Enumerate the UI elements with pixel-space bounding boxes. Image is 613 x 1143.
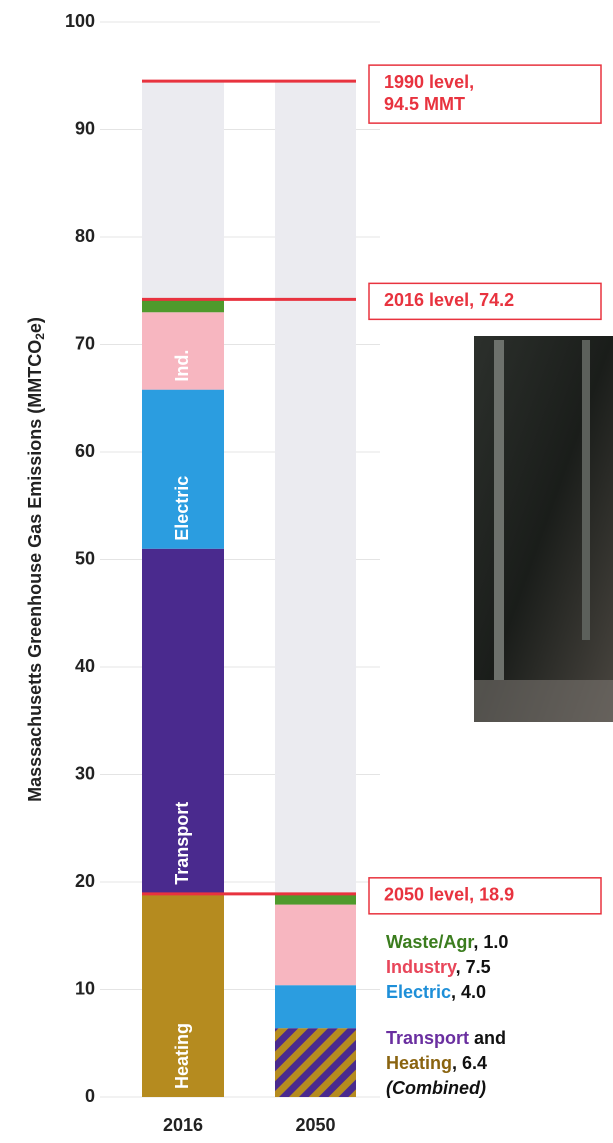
reference-label: 94.5 MMT bbox=[384, 94, 465, 114]
legend-entry: Industry, 7.5 bbox=[386, 957, 491, 977]
x-tick-label: 2050 bbox=[295, 1115, 335, 1135]
y-tick-label: 60 bbox=[75, 441, 95, 461]
y-tick-label: 90 bbox=[75, 118, 95, 138]
y-tick-label: 20 bbox=[75, 871, 95, 891]
bar-label: Ind. bbox=[172, 350, 192, 382]
legend-text: , 7.5 bbox=[456, 957, 491, 977]
bar-label: Heating bbox=[172, 1023, 192, 1089]
bar-segment bbox=[142, 299, 224, 312]
bar-segment bbox=[275, 985, 356, 1028]
bar-segment bbox=[275, 894, 356, 905]
y-tick-label: 50 bbox=[75, 548, 95, 568]
x-tick-label: 2016 bbox=[163, 1115, 203, 1135]
legend-text: (Combined) bbox=[386, 1078, 486, 1098]
bar-segment bbox=[275, 1028, 356, 1097]
legend-text: , 6.4 bbox=[452, 1053, 487, 1073]
reference-label: 1990 level, bbox=[384, 72, 474, 92]
y-axis-label-part: Masssachusetts Greenhouse Gas Emissions … bbox=[25, 340, 45, 802]
legend-text: , 4.0 bbox=[451, 982, 486, 1002]
legend-text: Electric bbox=[386, 982, 451, 1002]
y-tick-label: 80 bbox=[75, 226, 95, 246]
legend-entry: (Combined) bbox=[386, 1078, 486, 1098]
y-tick-label: 10 bbox=[75, 978, 95, 998]
bar-label: Transport bbox=[172, 802, 192, 885]
legend-text: Industry bbox=[386, 957, 457, 977]
photo bbox=[474, 336, 613, 722]
legend-text: Heating bbox=[386, 1053, 452, 1073]
legend-text: Waste/Agr bbox=[386, 932, 474, 952]
bar-segment bbox=[275, 905, 356, 986]
y-tick-label: 100 bbox=[65, 11, 95, 31]
bar-label: Electric bbox=[172, 476, 192, 541]
y-tick-label: 70 bbox=[75, 333, 95, 353]
reference-label: 2016 level, 74.2 bbox=[384, 290, 514, 310]
legend-text: and bbox=[469, 1028, 506, 1048]
legend-entry: Electric, 4.0 bbox=[386, 982, 486, 1002]
y-axis-label-part: e) bbox=[25, 317, 45, 333]
y-tick-label: 30 bbox=[75, 763, 95, 783]
y-axis-label: Masssachusetts Greenhouse Gas Emissions … bbox=[25, 317, 47, 802]
legend-text: , 1.0 bbox=[473, 932, 508, 952]
reference-label: 2050 level, 18.9 bbox=[384, 885, 514, 905]
legend-entry: Transport and bbox=[386, 1028, 506, 1048]
legend-entry: Waste/Agr, 1.0 bbox=[386, 932, 508, 952]
chart: 0 10 20 30 40 50 60 70 80 90 100 Masssachusetts Gre… bbox=[0, 0, 613, 1143]
y-tick-label: 0 bbox=[85, 1086, 95, 1106]
legend-text: Transport bbox=[386, 1028, 469, 1048]
legend-entry: Heating, 6.4 bbox=[386, 1053, 487, 1073]
y-tick-label: 40 bbox=[75, 656, 95, 676]
